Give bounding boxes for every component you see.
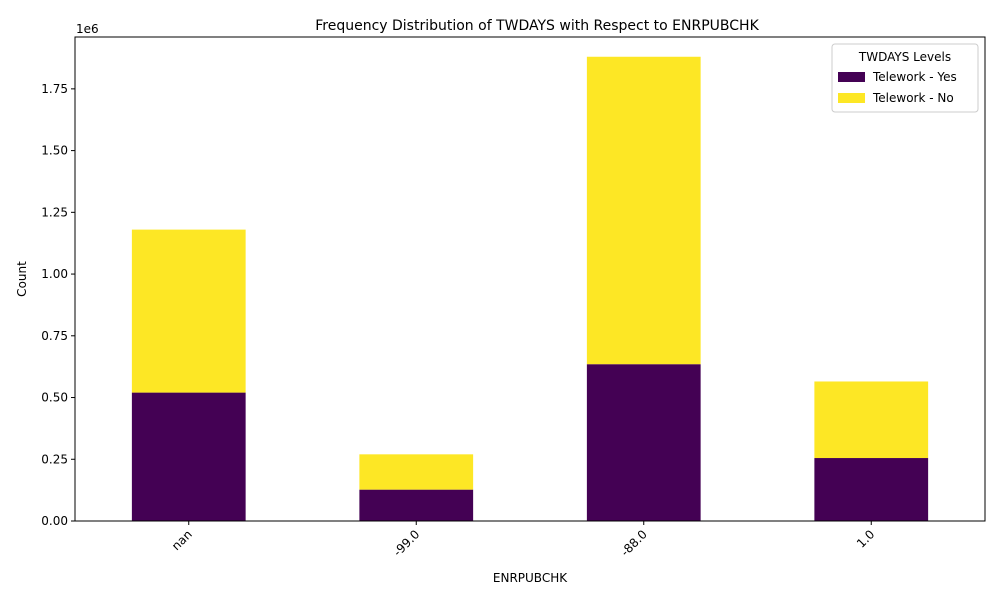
y-tick-label: 1.75: [41, 82, 68, 96]
y-tick-label: 1.00: [41, 267, 68, 281]
legend-swatch-1: [838, 93, 865, 103]
bar-telework-yes-0: [131, 392, 246, 521]
y-tick-label: 0.75: [41, 329, 68, 343]
legend-label-1: Telework - No: [872, 91, 954, 105]
legend-label-0: Telework - Yes: [872, 70, 957, 84]
bar-telework-no-1: [359, 454, 474, 490]
y-offset-label: 1e6: [76, 22, 99, 36]
chart-title: Frequency Distribution of TWDAYS with Re…: [315, 18, 759, 34]
y-tick-label: 0.25: [41, 452, 68, 466]
x-tick-label: -88.0: [618, 527, 650, 559]
x-tick-label: 1.0: [854, 527, 877, 550]
x-tick-label: nan: [169, 527, 195, 553]
y-tick-label: 0.50: [41, 391, 68, 405]
legend-box: [831, 43, 979, 113]
y-tick-label: 1.25: [41, 205, 68, 219]
bar-telework-no-2: [586, 56, 701, 365]
legend: TWDAYS Levels Telework - Yes Telework - No: [831, 43, 979, 113]
bar-telework-no-0: [131, 229, 246, 393]
legend-swatch-0: [838, 72, 865, 82]
bar-telework-yes-2: [586, 364, 701, 521]
x-axis: nan -99.0 -88.0 1.0: [169, 521, 877, 559]
x-axis-label: ENRPUBCHK: [493, 571, 568, 585]
bar-telework-no-3: [814, 381, 929, 459]
legend-title: TWDAYS Levels: [858, 50, 951, 64]
x-tick-label: -99.0: [391, 527, 423, 559]
y-axis: 0.00 0.25 0.50 0.75 1.00 1.25 1.50 1.75: [41, 82, 75, 528]
y-tick-label: 1.50: [41, 144, 68, 158]
bars-group: [131, 56, 929, 521]
plot-frame: [74, 36, 986, 522]
bar-telework-yes-1: [359, 489, 474, 521]
bar-telework-yes-3: [814, 458, 929, 521]
y-tick-label: 0.00: [41, 514, 68, 528]
y-axis-label: Count: [15, 261, 29, 297]
